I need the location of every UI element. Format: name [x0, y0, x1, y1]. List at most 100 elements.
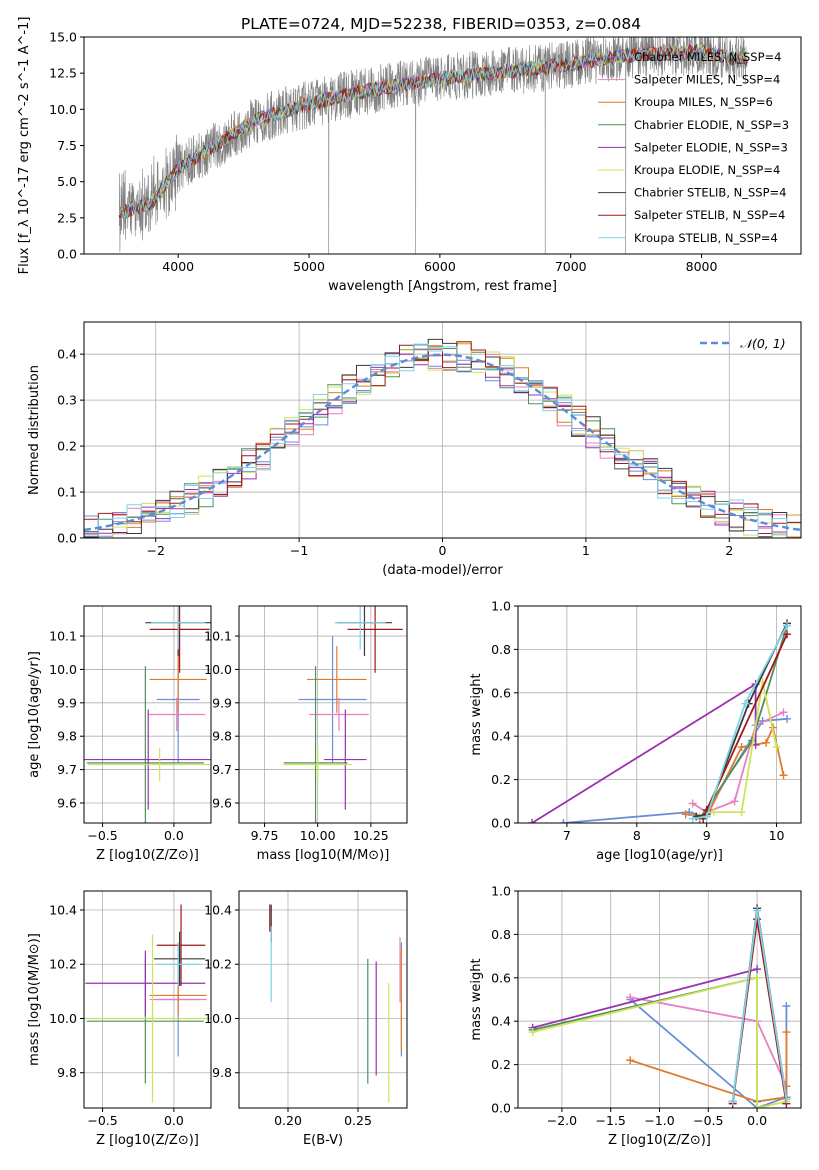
y-tick-label: 9.8: [212, 729, 232, 744]
residual-histogram: [84, 338, 801, 538]
y-tick-label: 0.8: [491, 642, 511, 657]
y-tick-label: 7.5: [57, 138, 77, 153]
y-tick-label: 10.0: [204, 662, 232, 677]
plot-area: [84, 606, 211, 823]
panel-7: 0.20 0.25 9.8 10.0 10.2 10.4 E(B-V): [204, 890, 408, 1148]
mass-weight-line: [698, 625, 788, 820]
y-tick-label: 0.6: [491, 685, 511, 700]
x-tick-label: −0.5: [87, 828, 117, 843]
y-tick-label: 10.0: [49, 1011, 77, 1026]
point-marker: [688, 814, 697, 823]
legend: 𝒩(0, 1): [700, 336, 786, 351]
panel-1: 4000 5000 6000 7000 8000 0.0 2.5 5.0 7.5 10.0 12.5…: [17, 17, 802, 294]
legend-label: Chabrier MILES, N_SSP=4: [634, 50, 781, 64]
y-tick-label: 9.8: [212, 1065, 232, 1080]
panel-8: −2.0 −1.5 −1.0 −0.5 0.0 0.0 0.2 0.4 0.6 0.8 1.0 Z […: [469, 884, 802, 1148]
x-tick-label: 1: [582, 543, 590, 558]
x-axis-label: E(B-V): [303, 1133, 343, 1148]
y-axis-label: Normed distribution: [27, 365, 42, 495]
x-tick-label: 0.20: [274, 1113, 302, 1128]
point-marker: [753, 906, 762, 915]
grid: [84, 606, 211, 823]
x-axis-label: mass [log10(M/M⊙)]: [257, 848, 390, 863]
y-tick-label: 0.4: [491, 1014, 511, 1029]
y-tick-label: 1.0: [491, 884, 511, 899]
x-tick-label: 0.25: [344, 1113, 372, 1128]
x-tick-label: 0.0: [164, 828, 184, 843]
y-tick-label: 0.6: [491, 970, 511, 985]
point-marker: [782, 1002, 791, 1011]
plot-area: [283, 606, 403, 823]
x-axis-label: Z [log10(Z/Z⊙)]: [96, 848, 199, 863]
point-marker: [737, 743, 746, 752]
point-marker: [559, 819, 568, 823]
point-marker: [741, 699, 750, 708]
y-tick-label: 0.2: [57, 439, 77, 454]
point-marker: [702, 812, 711, 821]
panel-2: −2 −1 0 1 2 0.0 0.1 0.2 0.3 0.4 (data-model)/error…: [27, 321, 802, 578]
residual-histogram: [84, 343, 801, 538]
y-axis-label: Flux [f_λ 10^-17 erg cm^-2 s^-1 A^-1]: [17, 17, 32, 275]
point-marker: [728, 1097, 737, 1106]
point-marker: [783, 621, 792, 630]
axes-box: [238, 890, 408, 1109]
y-tick-label: 0.4: [491, 729, 511, 744]
legend-label: Salpeter ELODIE, N_SSP=3: [634, 140, 788, 154]
mass-weight-line: [692, 625, 788, 820]
legend: Chabrier MILES, N_SSP=4 Salpeter MILES, N…: [598, 50, 789, 245]
legend-label: Kroupa ELODIE, N_SSP=4: [634, 163, 780, 177]
point-marker: [783, 630, 792, 639]
legend-label: Kroupa STELIB, N_SSP=4: [634, 231, 778, 245]
x-tick-label: 9.75: [251, 828, 279, 843]
point-marker: [737, 808, 746, 817]
mass-weight-line: [532, 968, 758, 1029]
panels: 4000 5000 6000 7000 80000.02.55.07.510.012.5…: [17, 17, 802, 1148]
point-marker: [626, 1056, 635, 1065]
x-tick-label: 9: [703, 828, 711, 843]
y-tick-label: 9.6: [57, 795, 77, 810]
grid: [239, 891, 407, 1108]
x-axis-label: Z [log10(Z/Z⊙)]: [96, 1133, 199, 1148]
y-tick-label: 9.7: [212, 762, 232, 777]
point-marker: [753, 973, 762, 982]
x-tick-label: 6000: [424, 259, 456, 274]
point-marker: [753, 1104, 762, 1108]
x-tick-label: 10.00: [300, 828, 336, 843]
y-tick-label: 9.9: [57, 695, 77, 710]
spectrum-line: [119, 37, 748, 254]
x-tick-label: −2.0: [547, 1113, 577, 1128]
axes-frame: 0.20 0.25 9.8 10.0 10.2 10.4 E(B-V): [204, 890, 408, 1148]
y-tick-label: 12.5: [49, 66, 77, 81]
x-tick-label: 7000: [555, 259, 587, 274]
y-tick-label: 0.3: [57, 393, 77, 408]
point-marker: [626, 993, 635, 1002]
point-marker: [762, 738, 771, 747]
axes-box: [517, 605, 802, 824]
x-axis-label: age [log10(age/yr)]: [596, 848, 723, 863]
axes-box: [83, 890, 212, 1109]
y-tick-label: 0.0: [491, 816, 511, 831]
axes-frame: −0.5 0.0 9.8 10.0 10.2 10.4 Z [log10(Z/Z⊙)] mas…: [27, 890, 212, 1148]
plot-area: [118, 37, 748, 254]
legend-label: Kroupa MILES, N_SSP=6: [634, 95, 773, 109]
panel-5: 7 8 9 10 0.0 0.2 0.4 0.6 0.8 1.0 age [log10(age/yr…: [469, 599, 802, 863]
axes-frame: −2 −1 0 1 2 0.0 0.1 0.2 0.3 0.4 (data-model)/error…: [27, 321, 802, 578]
grid: [518, 605, 801, 824]
figure-title: PLATE=0724, MJD=52238, FIBERID=0353, z=0…: [241, 15, 641, 33]
x-tick-label: −2: [146, 543, 164, 558]
y-axis-label: age [log10(age/yr)]: [27, 651, 42, 778]
axes-frame: 9.75 10.00 10.25 9.6 9.7 9.8 9.9 10.0 10.1 mass […: [204, 605, 408, 863]
x-tick-label: 8: [633, 828, 641, 843]
legend-label: Salpeter MILES, N_SSP=4: [634, 73, 780, 87]
x-tick-label: 10.25: [353, 828, 389, 843]
y-axis-label: mass weight: [469, 673, 484, 755]
x-tick-label: −1: [290, 543, 308, 558]
x-tick-label: 8000: [686, 259, 718, 274]
axes-frame: −2.0 −1.5 −1.0 −0.5 0.0 0.0 0.2 0.4 0.6 0.8 1.0 Z […: [469, 884, 802, 1148]
y-tick-label: 10.2: [49, 957, 77, 972]
y-tick-label: 0.0: [491, 1101, 511, 1116]
y-tick-label: 10.0: [204, 1011, 232, 1026]
model-fit-line: [118, 44, 748, 219]
grid: [239, 606, 407, 823]
